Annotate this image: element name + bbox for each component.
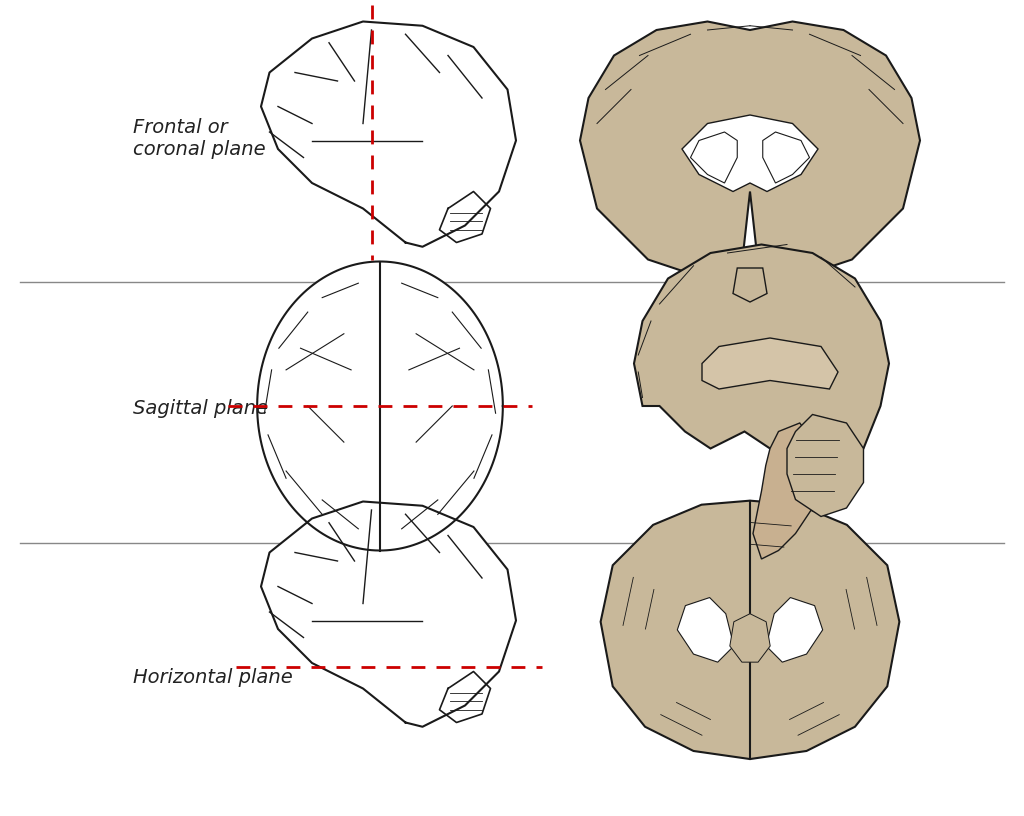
Polygon shape (733, 268, 767, 302)
Polygon shape (766, 597, 822, 662)
Polygon shape (261, 502, 516, 727)
Text: Horizontal plane: Horizontal plane (133, 667, 293, 687)
Polygon shape (261, 21, 516, 246)
Polygon shape (682, 115, 818, 192)
Text: Frontal or
coronal plane: Frontal or coronal plane (133, 118, 266, 159)
Polygon shape (787, 415, 863, 517)
Polygon shape (439, 192, 490, 242)
Polygon shape (677, 597, 734, 662)
Polygon shape (753, 423, 817, 559)
Text: Sagittal plane: Sagittal plane (133, 398, 268, 418)
Polygon shape (690, 132, 737, 183)
Polygon shape (702, 338, 838, 389)
Polygon shape (580, 21, 920, 277)
Polygon shape (730, 614, 770, 662)
Polygon shape (439, 672, 490, 722)
Polygon shape (763, 132, 810, 183)
Polygon shape (601, 501, 899, 759)
Polygon shape (634, 245, 889, 482)
Polygon shape (257, 261, 503, 551)
